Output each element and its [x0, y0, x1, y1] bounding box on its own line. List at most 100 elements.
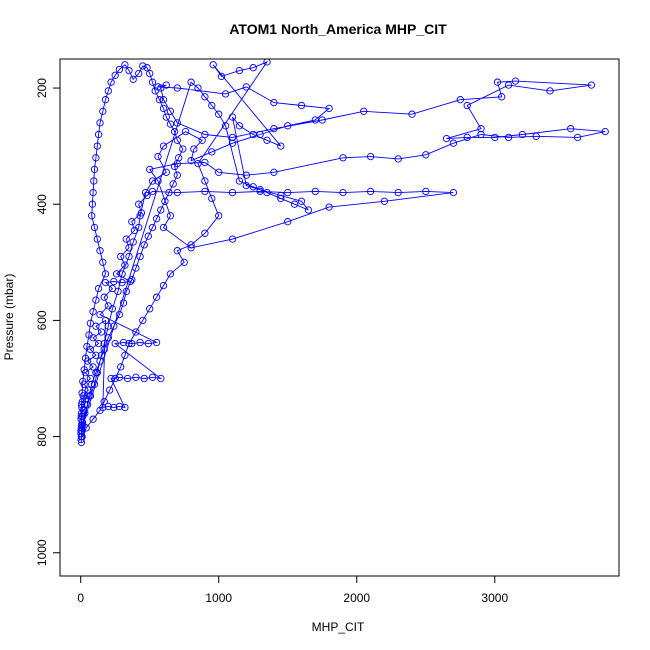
data-point — [249, 183, 257, 191]
data-point — [135, 200, 143, 208]
data-point — [601, 127, 609, 136]
data-point — [304, 206, 313, 214]
data-point — [170, 127, 179, 136]
data-point — [93, 235, 101, 243]
data-point — [89, 308, 97, 316]
data-point — [270, 168, 278, 176]
data-point — [215, 212, 223, 220]
data-point — [122, 287, 130, 296]
data-point — [88, 212, 96, 220]
data-point — [498, 93, 506, 101]
data-point — [128, 276, 136, 284]
chart-title: ATOM1 North_America MHP_CIT — [229, 21, 447, 37]
data-point — [129, 75, 137, 83]
data-point — [93, 142, 101, 150]
data-point — [77, 438, 86, 447]
series-line — [80, 60, 606, 443]
data-point — [110, 322, 118, 330]
data-point — [107, 374, 115, 383]
data-point — [284, 122, 292, 130]
data-point — [148, 187, 157, 196]
data-point — [187, 157, 195, 165]
data-point — [201, 130, 209, 139]
data-point — [83, 342, 91, 351]
data-point — [325, 104, 333, 113]
data-point — [96, 247, 104, 255]
data-point — [115, 402, 124, 411]
data-point — [115, 65, 124, 74]
data-point — [194, 159, 202, 168]
data-point — [173, 188, 181, 197]
data-point — [380, 197, 389, 205]
data-point — [78, 389, 86, 397]
data-point — [162, 113, 170, 121]
data-point — [125, 66, 133, 75]
data-point — [140, 241, 148, 249]
data-point — [187, 244, 195, 252]
data-point — [139, 316, 147, 325]
y-tick-label: 1000 — [35, 539, 49, 566]
data-point — [242, 181, 250, 190]
data-point — [194, 84, 202, 92]
data-point — [166, 120, 175, 128]
data-point — [157, 206, 165, 214]
data-point — [242, 83, 250, 91]
x-tick-label: 0 — [77, 591, 84, 605]
data-point — [111, 374, 119, 383]
data-point — [587, 81, 596, 89]
data-point — [101, 270, 110, 278]
x-axis-label: MHP_CIT — [312, 620, 365, 634]
data-point — [518, 130, 527, 139]
data-point — [201, 187, 209, 196]
data-point — [136, 212, 144, 220]
data-point — [567, 125, 575, 133]
data-point — [270, 98, 278, 107]
data-point — [165, 188, 173, 197]
x-tick-label: 1000 — [205, 591, 232, 605]
data-point — [115, 373, 124, 381]
data-point — [90, 177, 98, 185]
data-point — [228, 133, 237, 142]
data-point — [180, 258, 188, 266]
data-point — [94, 339, 103, 348]
data-point — [166, 107, 175, 115]
data-point — [90, 223, 99, 232]
series-group — [77, 59, 609, 447]
data-point — [573, 133, 582, 142]
data-point — [119, 299, 128, 307]
data-point — [96, 119, 104, 127]
data-point — [140, 374, 148, 383]
data-point — [159, 281, 168, 290]
data-point — [125, 244, 133, 252]
data-point — [249, 64, 257, 72]
data-point — [114, 287, 122, 296]
data-point — [235, 66, 244, 75]
data-point — [270, 125, 278, 133]
data-point — [155, 96, 164, 104]
data-point — [132, 264, 140, 272]
data-point — [166, 212, 175, 220]
data-point — [123, 374, 132, 383]
data-point — [228, 113, 237, 121]
data-point — [128, 339, 136, 348]
data-point — [209, 61, 217, 69]
data-point — [161, 197, 169, 205]
data-point — [104, 87, 112, 95]
data-point — [121, 351, 129, 359]
y-tick-label: 800 — [35, 426, 49, 446]
data-point — [96, 357, 104, 365]
data-point — [146, 305, 154, 313]
data-point — [101, 278, 110, 287]
data-point — [136, 252, 144, 261]
data-point — [152, 338, 161, 347]
data-point — [477, 125, 485, 133]
data-point — [112, 270, 121, 278]
data-point — [532, 132, 540, 140]
data-point — [181, 127, 190, 136]
data-point — [104, 334, 112, 342]
data-point — [422, 151, 430, 159]
data-point — [311, 116, 319, 124]
data-point — [94, 130, 103, 139]
data-point — [81, 354, 90, 362]
data-point — [201, 93, 209, 101]
